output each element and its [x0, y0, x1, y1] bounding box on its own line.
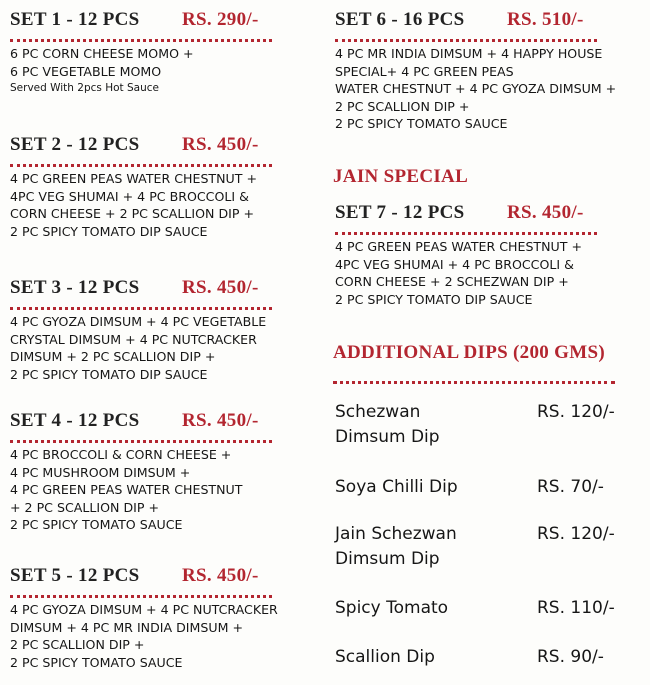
item-line: 4 PC GYOZA DIMSUM + 4 PC VEGETABLE — [10, 314, 267, 329]
set-price: RS. 450/- — [182, 134, 259, 155]
item-line: 4 PC GREEN PEAS WATER CHESTNUT + — [335, 239, 583, 254]
set-title: SET 4 - 12 PCS — [10, 410, 140, 431]
item-line: 4 PC BROCCOLI & CORN CHEESE + — [10, 447, 232, 462]
item-line: SPECIAL+ 4 PC GREEN PEAS — [335, 63, 514, 79]
item-line: 2 PC SPICY TOMATO SAUCE — [10, 654, 183, 670]
item-line: 4 PC MR INDIA DIMSUM + 4 HAPPY HOUSE — [335, 46, 603, 61]
divider — [10, 595, 272, 598]
item-line: + 2 PC SCALLION DIP + — [10, 499, 160, 515]
set-price: RS. 450/- — [182, 277, 259, 298]
divider — [10, 39, 272, 42]
item-line: CORN CHEESE + 2 PC SCALLION DIP + — [10, 206, 255, 221]
item-line: DIMSUM + 4 PC MR INDIA DIMSUM + — [10, 619, 244, 635]
item-line: 4PC VEG SHUMAI + 4 PC BROCCOLI & — [10, 188, 249, 204]
item-line: 4 PC MUSHROOM DIMSUM + — [10, 464, 191, 480]
set-title: SET 3 - 12 PCS — [10, 277, 140, 298]
divider — [10, 164, 272, 167]
item-note: Served With 2pcs Hot Sauce — [10, 82, 159, 94]
dip-price: RS. 90/- — [537, 647, 604, 667]
set-title: SET 2 - 12 PCS — [10, 134, 140, 155]
divider — [333, 381, 615, 384]
dip-price: RS. 120/- — [537, 524, 615, 544]
divider — [10, 307, 272, 310]
set-price: RS. 290/- — [182, 9, 259, 30]
set-title: SET 1 - 12 PCS — [10, 9, 140, 30]
dip-name: Scallion Dip — [335, 647, 435, 667]
item-line: 4 PC GREEN PEAS WATER CHESTNUT + — [10, 171, 258, 186]
item-line: 2 PC SPICY TOMATO SAUCE — [335, 116, 508, 131]
item-line: 4PC VEG SHUMAI + 4 PC BROCCOLI & — [335, 256, 574, 272]
set-title: SET 6 - 16 PCS — [335, 9, 465, 30]
item-line: 2 PC SPICY TOMATO DIP SAUCE — [335, 291, 533, 307]
dip-name: Dimsum Dip — [335, 427, 440, 447]
dip-price: RS. 110/- — [537, 598, 615, 618]
set-price: RS. 450/- — [182, 410, 259, 431]
item-line: CORN CHEESE + 2 SCHEZWAN DIP + — [335, 274, 569, 289]
set-price: RS. 450/- — [507, 202, 584, 223]
item-line: 2 PC SPICY TOMATO DIP SAUCE — [10, 223, 208, 239]
set-title: SET 7 - 12 PCS — [335, 202, 465, 223]
dip-name: Schezwan — [335, 402, 421, 422]
item-line: 6 PC VEGETABLE MOMO — [10, 63, 162, 79]
item-line: CRYSTAL DIMSUM + 4 PC NUTCRACKER — [10, 331, 257, 347]
section-heading: ADDITIONAL DIPS (200 GMS) — [333, 342, 605, 363]
section-heading: JAIN SPECIAL — [333, 166, 469, 187]
item-line: 4 PC GREEN PEAS WATER CHESTNUT — [10, 482, 243, 497]
dip-name: Spicy Tomato — [335, 598, 449, 618]
dip-price: RS. 70/- — [537, 477, 604, 497]
dip-name: Jain Schezwan — [335, 524, 457, 544]
divider — [335, 39, 597, 42]
item-line: 2 PC SCALLION DIP + — [335, 98, 470, 114]
dip-name: Dimsum Dip — [335, 549, 440, 569]
set-title: SET 5 - 12 PCS — [10, 565, 140, 586]
dip-name: Soya Chilli Dip — [335, 477, 458, 497]
item-line: DIMSUM + 2 PC SCALLION DIP + — [10, 349, 216, 364]
item-line: 2 PC SPICY TOMATO DIP SAUCE — [10, 366, 208, 382]
divider — [10, 440, 272, 443]
item-line: 2 PC SPICY TOMATO SAUCE — [10, 517, 183, 532]
item-line: 4 PC GYOZA DIMSUM + 4 PC NUTCRACKER — [10, 602, 278, 617]
set-price: RS. 510/- — [507, 9, 584, 30]
item-line: WATER CHESTNUT + 4 PC GYOZA DIMSUM + — [335, 81, 617, 96]
divider — [335, 232, 597, 235]
dip-price: RS. 120/- — [537, 402, 615, 422]
item-line: 2 PC SCALLION DIP + — [10, 637, 145, 652]
item-line: 6 PC CORN CHEESE MOMO + — [10, 46, 194, 61]
set-price: RS. 450/- — [182, 565, 259, 586]
